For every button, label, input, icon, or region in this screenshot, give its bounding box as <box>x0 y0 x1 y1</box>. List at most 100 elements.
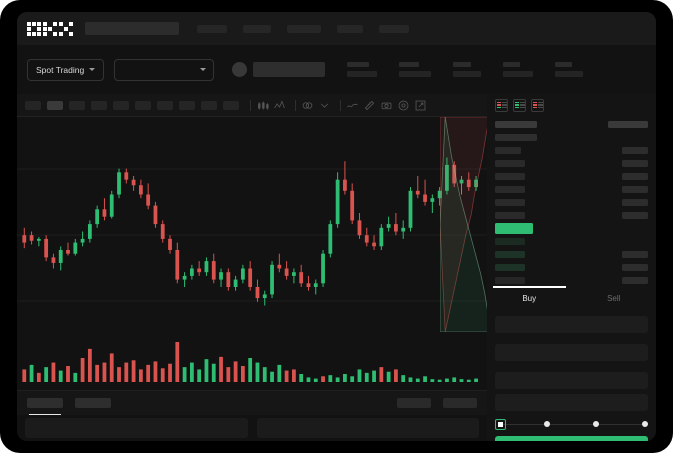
orderbook-bid-row[interactable] <box>495 263 648 272</box>
orderbook-ask-row[interactable] <box>495 146 648 155</box>
slider-node-3[interactable] <box>642 421 648 427</box>
nav-item-2[interactable] <box>287 24 321 33</box>
interval-2[interactable] <box>69 100 85 110</box>
interval-5[interactable] <box>135 100 151 110</box>
chevron-down-icon[interactable] <box>318 99 331 112</box>
indicators-icon[interactable] <box>273 99 286 112</box>
orderbook-ask-price <box>622 212 648 219</box>
orders-tabbar <box>17 390 487 415</box>
interval-0[interactable] <box>25 100 41 110</box>
orderbook-bids-icon[interactable] <box>513 98 526 112</box>
order-field-1[interactable] <box>495 344 648 361</box>
chevron-down-icon <box>200 68 207 71</box>
orderbook-ask-row[interactable] <box>495 133 648 142</box>
market-stat-label <box>503 62 521 67</box>
chevron-down-icon <box>89 68 96 71</box>
orderbook-bid-amount <box>495 251 525 258</box>
interval-6[interactable] <box>157 100 173 110</box>
market-stat-value <box>399 71 432 77</box>
market-stat-3 <box>503 62 534 77</box>
orderbook-bid-row[interactable] <box>495 276 648 285</box>
interval-8[interactable] <box>201 100 217 110</box>
slider-node-2[interactable] <box>593 421 599 427</box>
line-chart-icon[interactable] <box>346 99 359 112</box>
orderbook-panel: Buy Sell <box>487 94 656 441</box>
search-input[interactable] <box>85 22 179 35</box>
tab-buy[interactable]: Buy <box>487 286 572 310</box>
orderbook-bids[interactable] <box>495 237 648 285</box>
device-screen: OKX Spot Trading <box>17 12 656 441</box>
depth-series <box>440 117 492 332</box>
orderbook-ask-price <box>622 147 648 154</box>
nav-item-3[interactable] <box>337 24 363 33</box>
orderbook-ask-row[interactable] <box>495 185 648 194</box>
orderbook-bid-price <box>622 264 648 271</box>
orderbook-bid-price <box>622 277 648 284</box>
orderbook-ask-price <box>622 160 648 167</box>
settings-icon[interactable] <box>397 99 410 112</box>
market-stats <box>325 62 584 77</box>
interval-7[interactable] <box>179 100 195 110</box>
okx-logo[interactable]: OKX <box>27 21 73 36</box>
orders-actions <box>385 398 477 408</box>
orders-action-0[interactable] <box>397 398 431 408</box>
fullscreen-icon[interactable] <box>414 99 427 112</box>
orderbook-both-icon[interactable] <box>495 98 508 112</box>
orderbook-view-toggles <box>487 94 656 116</box>
slider-node-1[interactable] <box>544 421 550 427</box>
order-field-3[interactable] <box>495 394 648 411</box>
orderbook-ask-row[interactable] <box>495 211 648 220</box>
orderbook-bid-row[interactable] <box>495 250 648 259</box>
slider-track <box>499 424 646 425</box>
ruler-icon[interactable] <box>363 99 376 112</box>
orderbook-ask-row[interactable] <box>495 198 648 207</box>
nav-item-1[interactable] <box>243 24 271 33</box>
orders-tab-0[interactable] <box>27 398 63 415</box>
orderbook-ask-row[interactable] <box>495 159 648 168</box>
order-field-2[interactable] <box>495 372 648 389</box>
orderbook-ask-amount <box>495 147 521 154</box>
candlestick-icon[interactable] <box>256 99 269 112</box>
top-header: OKX <box>17 12 656 45</box>
market-stat-1 <box>399 62 432 77</box>
nav-item-4[interactable] <box>379 24 409 33</box>
candlestick-series <box>17 157 487 306</box>
orderbook-ask-amount <box>495 134 537 141</box>
camera-icon[interactable] <box>380 99 393 112</box>
orderbook-bid-price <box>622 251 648 258</box>
bottom-panel-right[interactable] <box>256 418 479 438</box>
volume-chart <box>17 332 487 390</box>
toolbar-divider <box>250 99 251 111</box>
logo-glyph-o <box>27 21 41 36</box>
depth-chart-overlay <box>440 117 492 332</box>
bottom-panel-left[interactable] <box>25 418 248 438</box>
orderbook-column-headers <box>495 120 648 129</box>
order-field-0[interactable] <box>495 316 648 333</box>
orderbook-ask-amount <box>495 212 525 219</box>
orderbook-rows[interactable] <box>487 116 656 285</box>
orderbook-ask-row[interactable] <box>495 172 648 181</box>
slider-handle[interactable] <box>495 419 506 430</box>
nav-item-0[interactable] <box>197 24 227 33</box>
tab-sell[interactable]: Sell <box>572 286 657 310</box>
orderbook-asks[interactable] <box>495 133 648 220</box>
amount-slider[interactable] <box>495 419 648 431</box>
interval-4[interactable] <box>113 100 129 110</box>
orders-action-1[interactable] <box>443 398 477 408</box>
price-chart[interactable] <box>17 117 487 332</box>
orders-tab-1[interactable] <box>75 398 111 408</box>
pair-dropdown[interactable] <box>114 58 215 81</box>
market-stat-value <box>555 71 584 77</box>
orderbook-ask-price <box>622 173 648 180</box>
orderbook-asks-icon[interactable] <box>531 98 544 112</box>
submit-order-button[interactable] <box>495 436 648 441</box>
orderbook-spread-row[interactable] <box>495 223 648 234</box>
trading-mode-dropdown[interactable]: Spot Trading <box>27 58 105 81</box>
interval-1[interactable] <box>47 100 63 110</box>
volume-series <box>22 342 478 382</box>
interval-3[interactable] <box>91 100 107 110</box>
orderbook-bid-row[interactable] <box>495 237 648 246</box>
interval-9[interactable] <box>223 100 239 110</box>
toolbar-divider <box>340 99 341 111</box>
compare-icon[interactable] <box>301 99 314 112</box>
